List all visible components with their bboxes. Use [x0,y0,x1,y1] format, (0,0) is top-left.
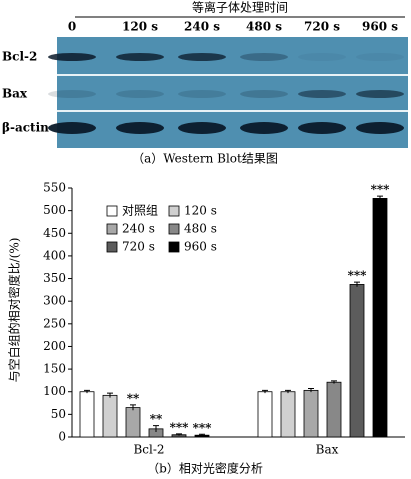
significance-label: *** [170,420,190,434]
legend-swatch [168,205,180,217]
error-bar [285,389,291,394]
error-bar [107,392,113,398]
row-label: β-actin [2,121,49,135]
blot-band [356,53,404,61]
blot-image [57,37,408,148]
lane-label: 960 s [362,20,398,34]
bar [102,394,118,438]
blot-band [178,90,226,98]
blot-band [116,122,164,134]
y-tick-label: 150 [43,362,66,376]
lane-label: 240 s [184,20,220,34]
blot-caption: （a）Western Blot结果图 [132,152,278,166]
blot-band [240,122,288,134]
y-tick-label: 50 [51,407,66,421]
blot-band [240,90,288,98]
legend-label: 对照组 [122,204,158,218]
blot-band [240,53,288,61]
lane-label: 0 [68,20,76,34]
y-tick-label: 450 [43,226,66,240]
lane-label: 720 s [304,20,340,34]
blot-band [178,53,226,61]
error-bar [331,380,337,384]
row-label: Bcl-2 [2,50,37,64]
y-tick-label: 550 [43,181,66,195]
error-bar [153,425,159,433]
bar [303,389,319,438]
legend-swatch [106,241,118,253]
significance-label: ** [150,412,163,426]
bar [349,284,365,438]
legend-swatch [168,241,180,253]
y-tick-label: 350 [43,271,66,285]
y-axis-label: 与空白组的相对密度比/(%) [7,238,22,383]
blot-band [356,122,404,134]
lane-label: 120 s [122,20,158,34]
legend-label: 120 s [184,204,217,218]
error-bar [262,389,268,394]
error-bar [354,281,360,287]
error-bar [84,389,90,394]
y-tick-label: 250 [43,316,66,330]
blot-band [298,53,346,61]
y-tick-label: 100 [43,384,66,398]
error-bar [308,388,314,393]
bar [79,391,95,438]
y-tick-label: 400 [43,248,66,262]
blot-band [48,122,96,134]
significance-label: *** [348,269,368,283]
significance-label: ** [127,391,140,405]
blot-band [298,122,346,134]
blot-band [116,53,164,61]
error-bar [176,433,182,436]
bar [280,391,296,438]
y-tick-label: 300 [43,294,66,308]
blot-band [356,90,404,98]
y-tick-label: 0 [58,430,66,444]
x-tick-label: Bcl-2 [133,443,164,457]
legend-label: 960 s [184,240,217,254]
chart-caption: （b）相对光密度分析 [147,461,263,476]
legend-label: 480 s [184,222,217,236]
legend-swatch [106,205,118,217]
y-tick-label: 200 [43,339,66,353]
blot-band [178,122,226,134]
blot-band [48,90,96,98]
error-bar [199,433,205,437]
x-tick-label: Bax [316,443,339,457]
blot-title: 等离子体处理时间 [192,0,288,15]
legend-swatch [106,223,118,235]
y-tick-label: 500 [43,203,66,217]
error-bar [377,195,383,201]
bar [372,198,388,438]
blot-band [116,90,164,98]
blot-band [48,53,96,61]
legend-label: 240 s [122,222,155,236]
error-bar [130,404,136,411]
bar [257,391,273,438]
legend-label: 720 s [122,240,155,254]
significance-label: *** [371,183,391,197]
lane-label: 480 s [246,20,282,34]
bar [326,381,342,438]
legend-swatch [168,223,180,235]
bar [125,407,141,438]
significance-label: *** [193,421,213,435]
row-label: Bax [2,87,28,101]
blot-band [298,90,346,98]
